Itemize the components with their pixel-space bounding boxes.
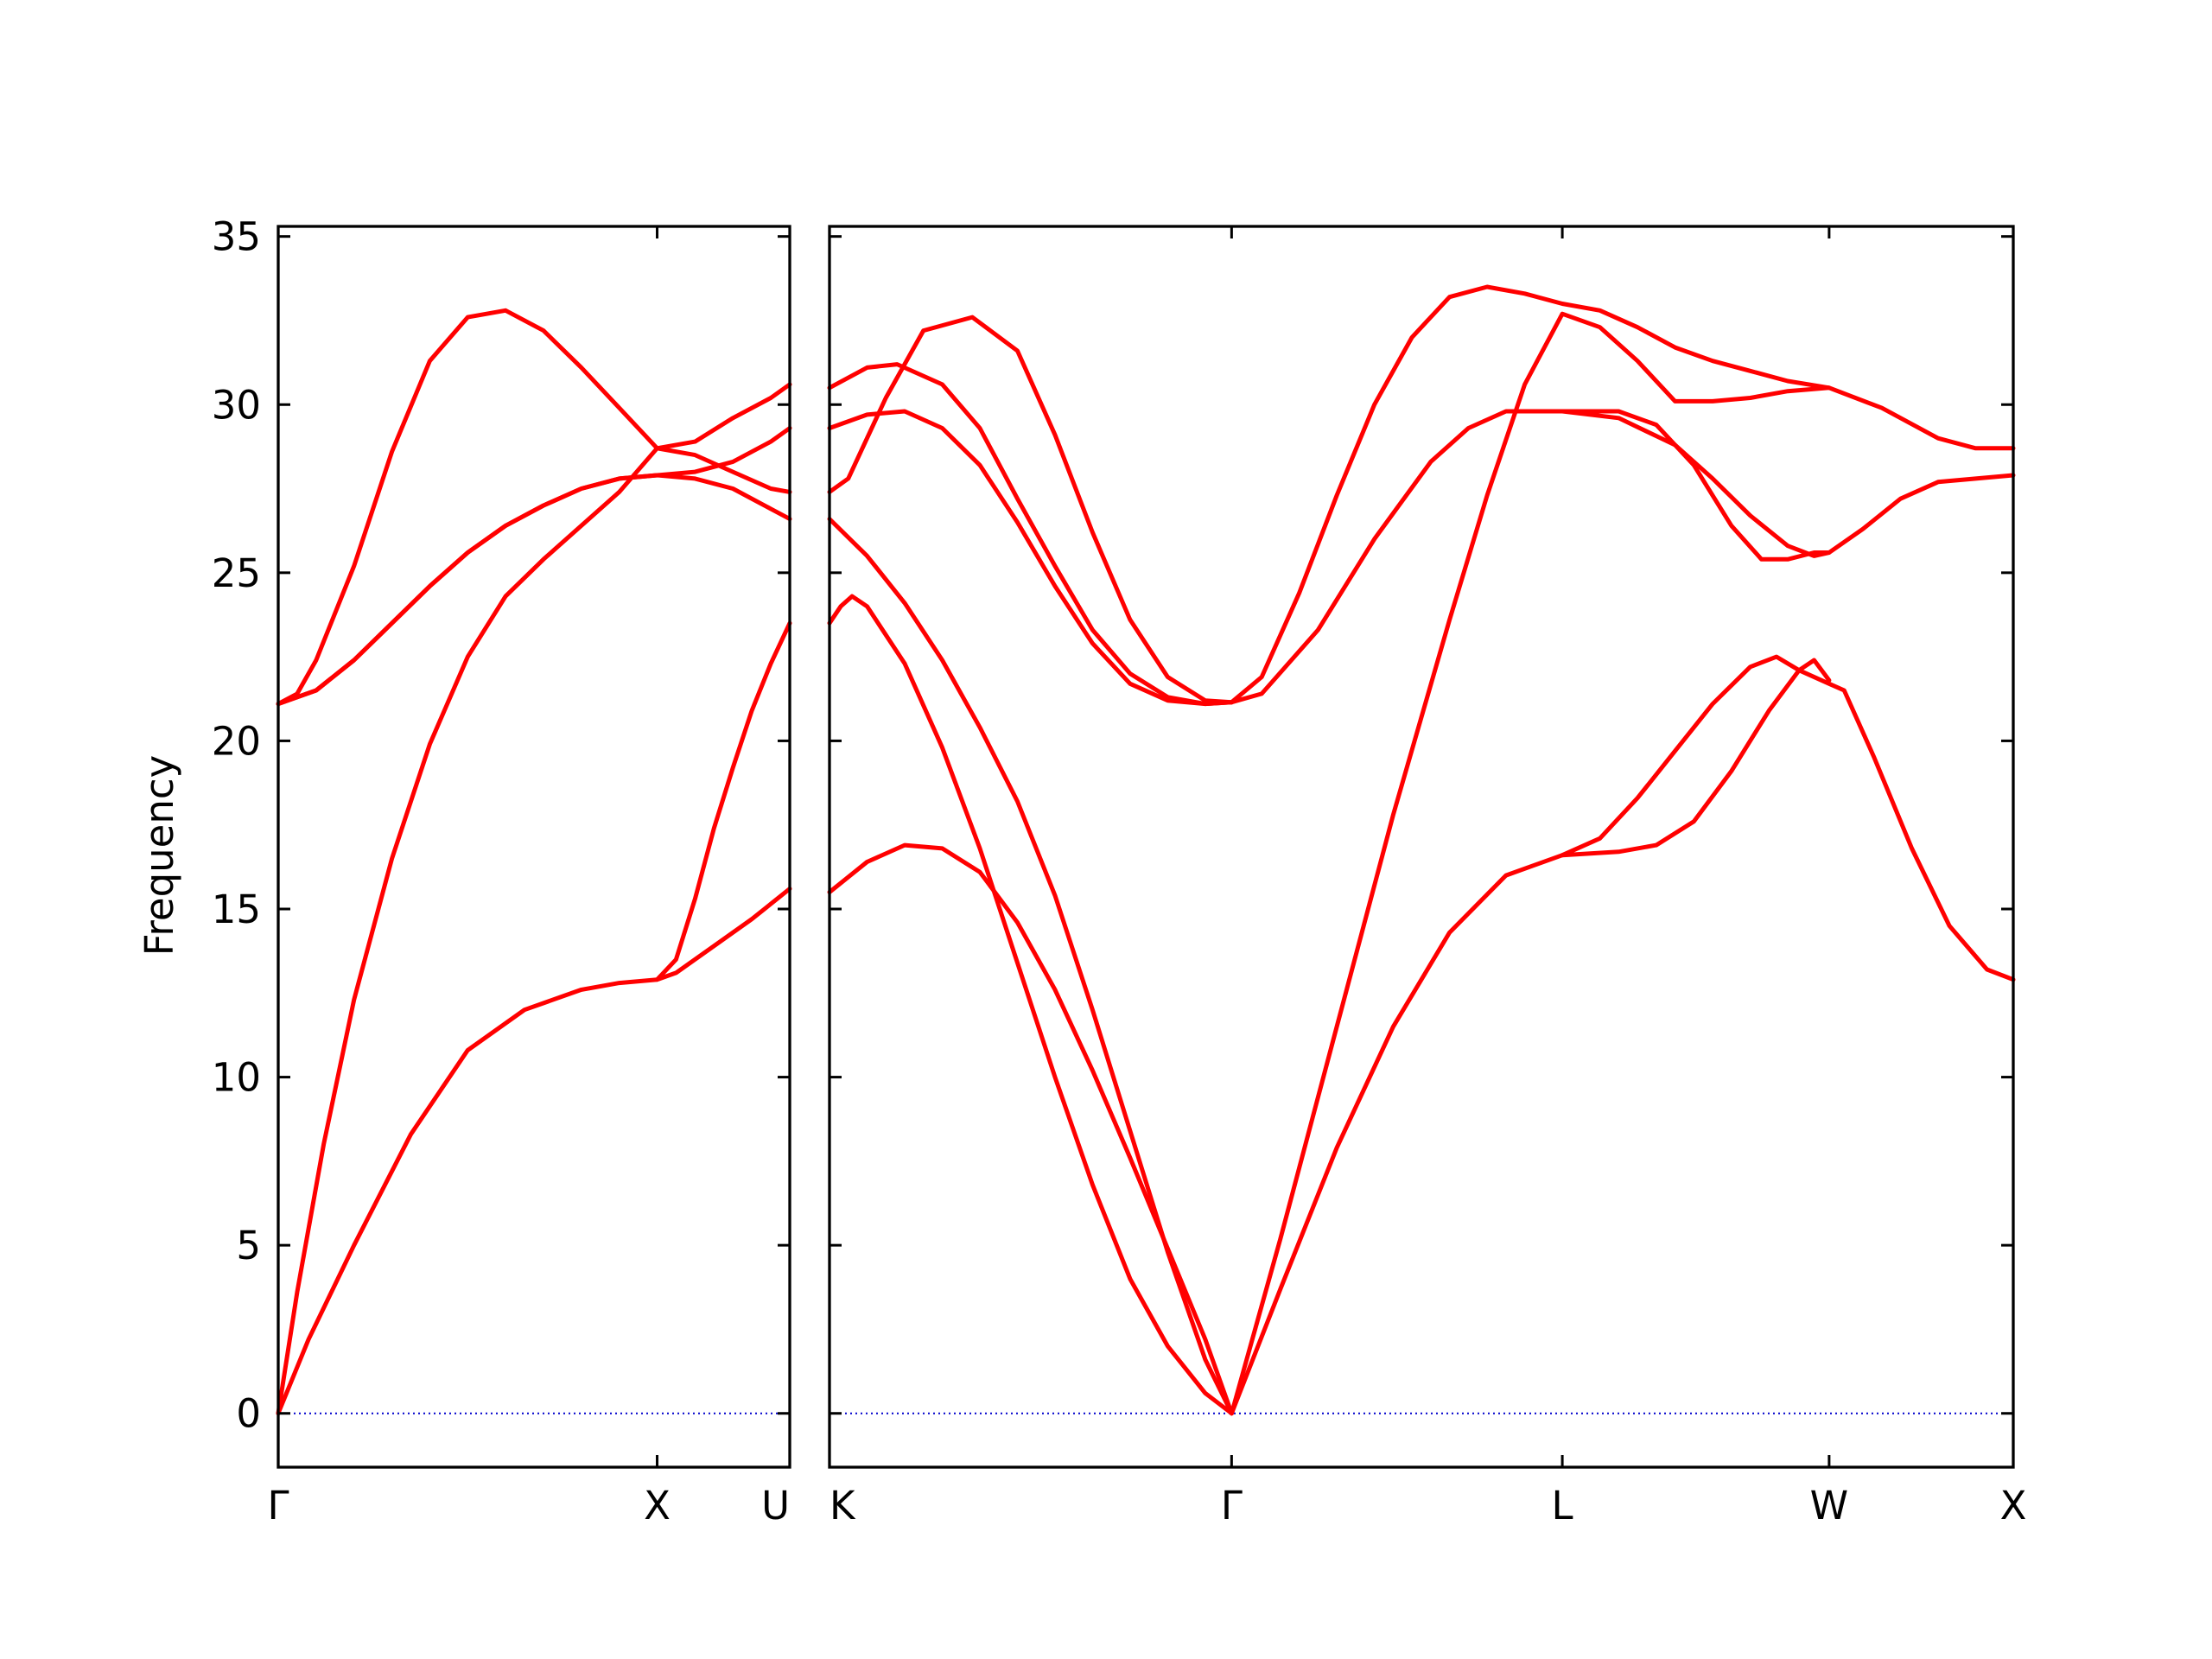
axes-frame xyxy=(828,225,2015,1469)
y-tick-label: 35 xyxy=(212,214,261,260)
y-tick-label: 15 xyxy=(212,887,261,932)
y-tick-label: 0 xyxy=(236,1391,261,1437)
band-line-2 xyxy=(827,594,1234,1416)
band-line-5 xyxy=(827,362,1234,707)
band-line-10 xyxy=(1229,658,1832,1416)
y-axis-label: Frequency xyxy=(137,755,182,956)
band-line-11 xyxy=(1560,654,2016,982)
x-tick-label: Γ xyxy=(1221,1483,1243,1529)
band-line-8 xyxy=(1229,409,2016,705)
y-tick-label: 30 xyxy=(212,382,261,428)
band-line-6 xyxy=(655,620,792,982)
x-tick-label: K xyxy=(830,1483,856,1529)
y-tick-label: 20 xyxy=(212,718,261,764)
band-line-7 xyxy=(1229,311,2016,1416)
x-tick-label: X xyxy=(644,1483,671,1529)
y-tick-label: 10 xyxy=(212,1055,261,1101)
axes-frame xyxy=(276,225,791,1469)
x-tick-label: W xyxy=(1810,1483,1849,1529)
x-tick-label: Γ xyxy=(267,1483,289,1529)
x-tick-label: U xyxy=(761,1483,790,1529)
y-tick-label: 25 xyxy=(212,550,261,596)
band-line-2 xyxy=(276,446,792,1416)
band-line-6 xyxy=(827,315,1234,705)
band-line-9 xyxy=(1229,284,1832,705)
band-line-12 xyxy=(1560,409,1832,562)
band-line-4 xyxy=(827,409,1234,707)
x-tick-label: X xyxy=(2000,1483,2027,1529)
x-tick-label: L xyxy=(1552,1483,1573,1529)
panel-left: 0 5 10 15 20 25 30 35 Γ X U xyxy=(212,214,792,1529)
band-line-3 xyxy=(276,308,792,707)
band-line-1 xyxy=(827,842,1234,1416)
y-tick-label: 5 xyxy=(236,1223,261,1268)
band-line-5 xyxy=(276,426,792,707)
band-line-1 xyxy=(276,887,792,1416)
band-line-3 xyxy=(827,517,1234,1416)
